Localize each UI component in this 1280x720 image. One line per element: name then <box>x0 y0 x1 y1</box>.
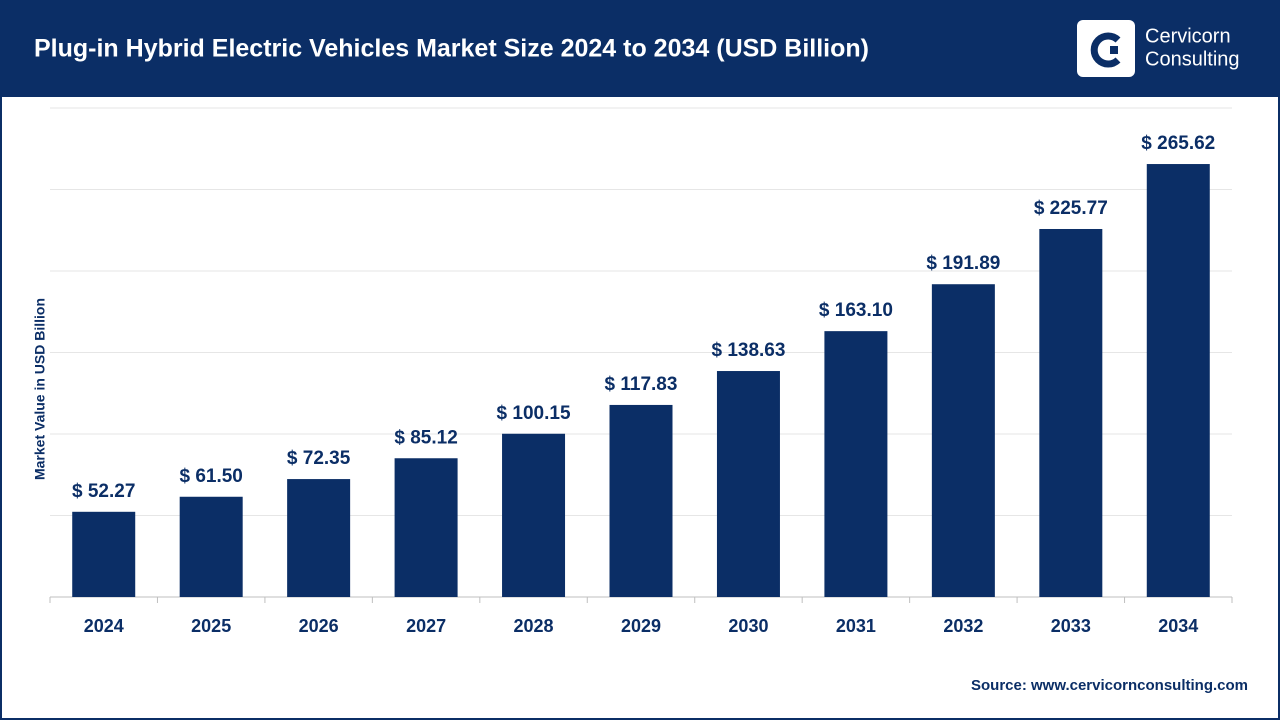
bar <box>72 511 136 597</box>
value-label: $ 117.83 <box>605 374 678 395</box>
bar <box>1039 228 1103 597</box>
brand-name: Consulting <box>1145 48 1240 70</box>
header <box>0 0 1280 97</box>
value-label: $ 225.77 <box>1034 198 1108 219</box>
value-label: $ 85.12 <box>394 427 457 448</box>
x-tick-label: 2031 <box>836 616 876 636</box>
value-label: $ 61.50 <box>179 466 242 487</box>
logo-icon <box>1090 32 1121 68</box>
value-label: $ 265.62 <box>1141 133 1215 154</box>
bar <box>1146 164 1210 597</box>
value-label: $ 52.27 <box>72 481 135 502</box>
x-tick-label: 2027 <box>406 616 446 636</box>
bar <box>394 458 458 597</box>
x-tick-label: 2032 <box>943 616 983 636</box>
x-tick-label: 2029 <box>621 616 661 636</box>
chart-title: Plug-in Hybrid Electric Vehicles Market … <box>34 35 869 63</box>
x-tick-label: 2033 <box>1051 616 1091 636</box>
bar <box>502 433 566 597</box>
bar <box>287 479 351 597</box>
brand-name: Cervicorn <box>1145 25 1231 47</box>
x-tick-label: 2034 <box>1158 616 1198 636</box>
x-tick-label: 2026 <box>299 616 339 636</box>
value-label: $ 72.35 <box>287 448 351 469</box>
bar <box>716 371 780 597</box>
logo-box <box>1077 20 1135 77</box>
x-tick-label: 2028 <box>514 616 554 636</box>
value-label: $ 163.10 <box>819 300 893 321</box>
bar <box>824 331 888 597</box>
value-label: $ 138.63 <box>711 340 785 361</box>
y-axis-label: Market Value in USD Billion <box>32 298 48 480</box>
x-tick-label: 2030 <box>728 616 768 636</box>
source: Source: www.cervicornconsulting.com <box>971 677 1248 694</box>
value-label: $ 191.89 <box>926 253 1000 274</box>
bar <box>931 284 995 597</box>
bar <box>609 404 673 597</box>
logo-dot <box>1110 46 1118 54</box>
x-tick-label: 2024 <box>84 616 124 636</box>
bar <box>179 496 243 597</box>
value-label: $ 100.15 <box>497 403 571 424</box>
x-tick-label: 2025 <box>191 616 231 636</box>
